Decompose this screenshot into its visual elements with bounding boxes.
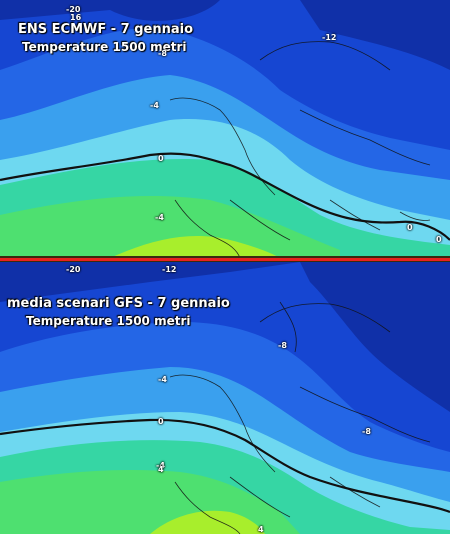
bottom-map-panel: media scenari GFS - 7 gennaio Temperatur… <box>0 262 450 534</box>
isotherm-label: -4 <box>156 461 165 470</box>
isotherm-label: 0 <box>158 154 164 163</box>
isotherm-label: 0 <box>158 417 164 426</box>
top-map-title: ENS ECMWF - 7 gennaio <box>18 22 194 37</box>
bottom-temperature-map <box>0 262 450 534</box>
isotherm-label: -4 <box>150 101 159 110</box>
top-map-panel: ENS ECMWF - 7 gennaio Temperature 1500 m… <box>0 0 450 258</box>
bottom-map-subtitle: Temperature 1500 metri <box>26 314 191 328</box>
isotherm-label: -20 <box>66 265 81 274</box>
isotherm-label: 16 <box>70 13 82 22</box>
isotherm-label: 0 <box>436 235 442 244</box>
top-temperature-map <box>0 0 450 258</box>
isotherm-label: 4 <box>258 525 264 534</box>
bottom-map-title: media scenari GFS - 7 gennaio <box>7 296 230 311</box>
isotherm-label: -8 <box>362 427 371 436</box>
isotherm-label: -12 <box>162 265 177 274</box>
isotherm-label: -4 <box>155 213 164 222</box>
isotherm-label: 4 <box>158 465 164 474</box>
isotherm-label: -4 <box>158 375 167 384</box>
isotherm-label: -8 <box>278 341 287 350</box>
panel-separator-line <box>0 258 450 261</box>
isotherm-label: -8 <box>158 49 167 58</box>
isotherm-label: -20 <box>66 5 81 14</box>
isotherm-label: -12 <box>322 33 337 42</box>
isotherm-label: 0 <box>407 223 413 232</box>
top-map-subtitle: Temperature 1500 metri <box>22 40 187 54</box>
